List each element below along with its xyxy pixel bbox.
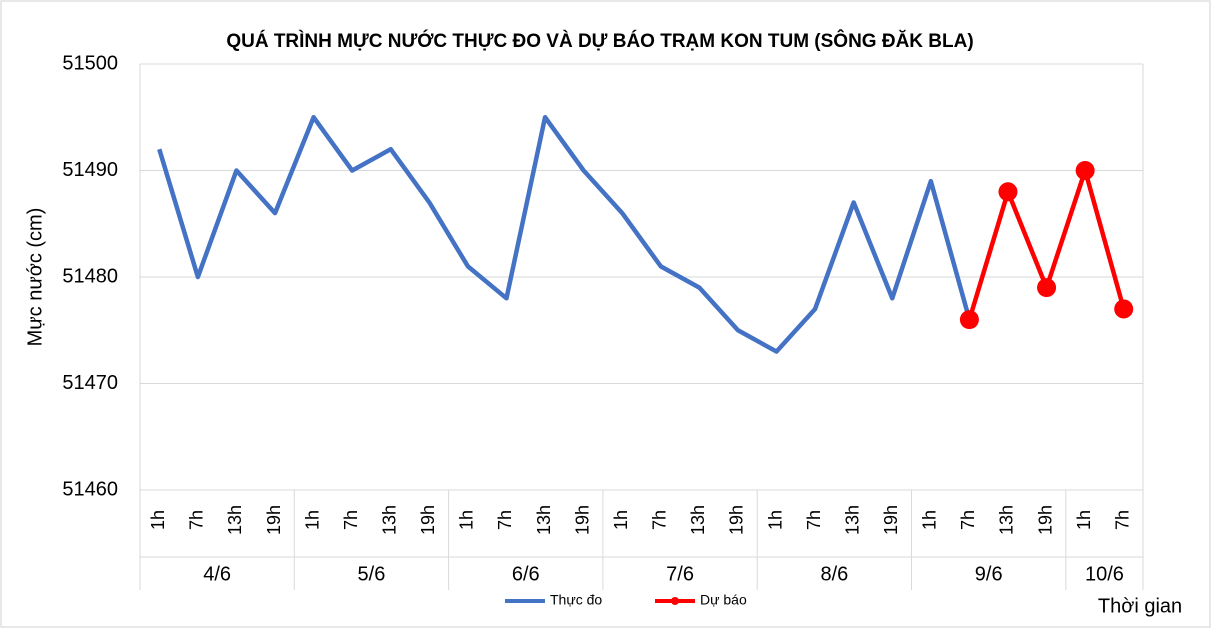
y-tick-label: 51460	[62, 478, 118, 500]
y-axis-label: Mực nước (cm)	[24, 208, 46, 347]
x-group-label: 5/6	[358, 563, 386, 585]
x-tick-label: 1h	[148, 510, 168, 530]
legend-label: Thực đo	[550, 592, 602, 608]
x-tick-label: 7h	[804, 510, 824, 530]
x-tick-label: 1h	[457, 510, 477, 530]
x-tick-label: 19h	[572, 505, 592, 535]
x-tick-label: 7h	[650, 510, 670, 530]
x-group-label: 4/6	[203, 563, 231, 585]
x-group-label: 6/6	[512, 563, 540, 585]
x-tick-label: 13h	[842, 505, 862, 535]
x-tick-label: 7h	[187, 510, 207, 530]
x-tick-label: 13h	[688, 505, 708, 535]
y-tick-label: 51500	[62, 52, 118, 74]
x-tick-label: 1h	[1074, 510, 1094, 530]
x-tick-label: 13h	[534, 505, 554, 535]
x-tick-label: 1h	[765, 510, 785, 530]
point-marker	[959, 310, 979, 330]
series-line	[157, 115, 972, 354]
legend-marker	[671, 597, 679, 605]
x-group-label: 9/6	[975, 563, 1003, 585]
x-tick-label: 19h	[264, 505, 284, 535]
x-tick-label: 1h	[920, 510, 940, 530]
x-group-label: 10/6	[1085, 563, 1124, 585]
point-marker	[1037, 278, 1057, 298]
x-group-label: 7/6	[666, 563, 694, 585]
chart-title: QUÁ TRÌNH MỰC NƯỚC THỰC ĐO VÀ DỰ BÁO TRẠ…	[226, 30, 973, 52]
x-axis-label: Thời gian	[1098, 595, 1182, 617]
x-tick-label: 1h	[611, 510, 631, 530]
y-tick-label: 51490	[62, 159, 118, 181]
x-tick-label: 19h	[881, 505, 901, 535]
x-tick-label: 7h	[1112, 510, 1132, 530]
y-tick-label: 51470	[62, 372, 118, 394]
x-tick-label: 7h	[495, 510, 515, 530]
x-tick-label: 19h	[1035, 505, 1055, 535]
x-tick-label: 19h	[727, 505, 747, 535]
x-tick-label: 1h	[302, 510, 322, 530]
point-marker	[1075, 161, 1095, 180]
x-tick-label: 19h	[418, 505, 438, 535]
x-tick-label: 13h	[380, 505, 400, 535]
y-tick-label: 51480	[62, 265, 118, 287]
legend-label: Dự báo	[700, 592, 747, 608]
point-marker	[1114, 299, 1134, 319]
x-group-label: 8/6	[820, 563, 848, 585]
x-tick-label: 13h	[997, 505, 1017, 535]
x-tick-label: 13h	[225, 505, 245, 535]
x-tick-label: 7h	[341, 510, 361, 530]
x-tick-label: 7h	[958, 510, 978, 530]
point-marker	[998, 182, 1018, 202]
